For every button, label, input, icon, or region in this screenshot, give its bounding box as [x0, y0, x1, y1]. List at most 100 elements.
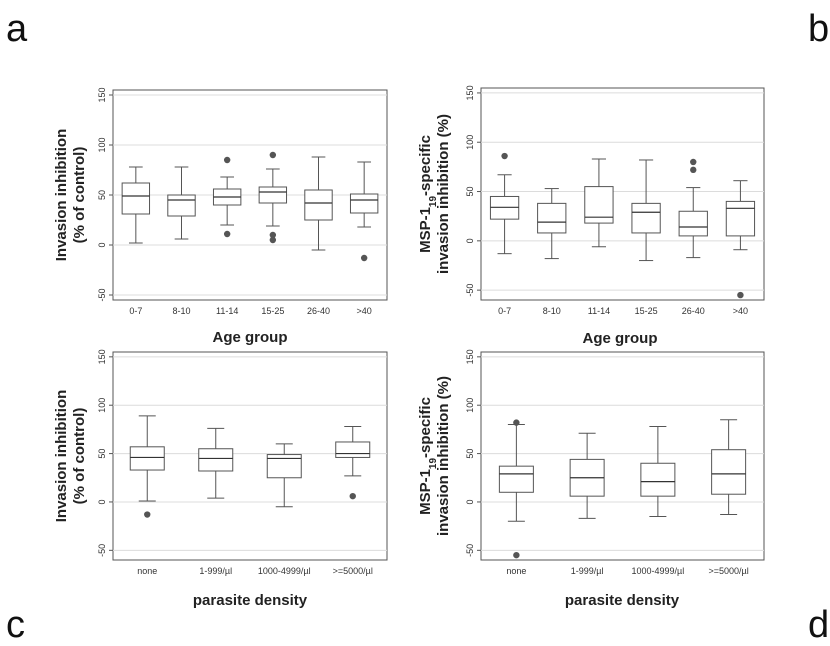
x-tick-label: 8-10 [172, 306, 190, 316]
x-tick-label: 11-14 [216, 306, 238, 316]
outlier-point [349, 492, 356, 500]
x-tick-label: >=5000/µl [333, 566, 373, 576]
x-tick-label: none [137, 566, 157, 576]
outlier-point [737, 291, 744, 299]
x-tick-label: >40 [733, 306, 748, 316]
iqr-box [266, 454, 302, 479]
outlier-point [501, 152, 508, 160]
chart-panel-d: -50 0 50 100 150 none 1-999/µl 1000-4999/µl >=50… [417, 349, 765, 609]
box-15-25 [631, 159, 661, 262]
outlier-point [223, 156, 231, 164]
box->=5000/µl [711, 419, 747, 516]
y-label-suffix: -specific [417, 135, 434, 196]
y-axis-label-line2: (% of control) [71, 408, 88, 505]
chart-panel-b: -50 0 50 100 150 0-7 8-10 11-14 15-25 26-40 >40 Age… [417, 85, 765, 347]
panel-letter-c: c [6, 604, 25, 646]
y-label-prefix: MSP-1 [417, 207, 434, 253]
y-axis-label: Invasion inhibition (% of control) [53, 390, 88, 523]
y-tick-label: 50 [465, 187, 475, 197]
x-tick-label: 26-40 [682, 306, 705, 316]
y-label-subscript: 19 [428, 458, 439, 470]
y-tick-label: 150 [97, 87, 107, 102]
y-label-suffix: -specific [417, 397, 434, 458]
outlier-point [223, 230, 231, 238]
panel-letter-a: a [6, 8, 28, 50]
y-tick-label: 150 [97, 349, 107, 364]
y-tick-label: 100 [97, 398, 107, 413]
iqr-box [121, 182, 151, 215]
outlier-point [269, 231, 277, 239]
y-tick-label: 100 [465, 135, 475, 150]
y-axis-label-line1: Invasion inhibition [53, 390, 70, 523]
y-axis-label-line1: MSP-119-specific [417, 135, 439, 253]
x-tick-label: 1-999/µl [571, 566, 604, 576]
y-tick-label: 50 [465, 449, 475, 459]
iqr-box [198, 448, 234, 472]
box-none [129, 415, 165, 518]
iqr-box [498, 465, 534, 493]
chart-panel-c: -50 0 50 100 150 none 1-999/µl 1000-4999/µl >=50… [53, 349, 388, 609]
box-26-40 [304, 156, 333, 251]
y-tick-label: 100 [465, 398, 475, 413]
panel-letter-d: d [808, 604, 830, 646]
outlier-point [269, 236, 277, 244]
y-axis-label-line2: (% of control) [71, 147, 88, 244]
y-tick-label: -50 [465, 284, 475, 297]
outlier-point [690, 166, 697, 174]
x-tick-label: 8-10 [543, 306, 561, 316]
x-tick-label: none [506, 566, 526, 576]
x-tick-label: 1000-4999/µl [632, 566, 685, 576]
x-axis-label: parasite density [193, 592, 308, 609]
box-11-14 [584, 158, 614, 248]
y-axis-label: MSP-119-specific invasion inhibition (%) [417, 114, 452, 274]
y-tick-label: -50 [97, 288, 107, 301]
outlier-point [690, 158, 697, 166]
x-tick-label: 15-25 [635, 306, 658, 316]
iqr-box [537, 202, 567, 234]
y-tick-label: 100 [97, 137, 107, 152]
y-label-prefix: MSP-1 [417, 469, 434, 515]
box-1-999/µl [198, 427, 234, 499]
y-tick-label: 150 [465, 85, 475, 100]
chart-panel-a: -50 0 50 100 150 0-7 8-10 11-14 15-25 26-40 >40 Age… [53, 87, 388, 346]
x-tick-label: 15-25 [261, 306, 284, 316]
iqr-box [725, 200, 756, 237]
panel-letter-b: b [808, 8, 830, 50]
box-0-7 [489, 152, 520, 255]
box-none [498, 419, 534, 559]
outlier-point [269, 151, 277, 159]
box-1000-4999/µl [266, 443, 302, 508]
y-axis-label-line2: invasion inhibition (%) [435, 114, 452, 274]
iqr-box [129, 446, 165, 471]
iqr-box [678, 210, 708, 237]
x-tick-label: 0-7 [498, 306, 511, 316]
y-axis-label: Invasion inhibition (% of control) [53, 129, 88, 262]
x-tick-label: 0-7 [129, 306, 142, 316]
x-tick-label: 1-999/µl [199, 566, 232, 576]
y-axis-label-line1: MSP-119-specific [417, 397, 439, 515]
box-1-999/µl [569, 432, 605, 519]
outlier-point [144, 511, 151, 518]
x-axis-label: parasite density [565, 592, 680, 609]
y-axis-label: MSP-119-specific invasion inhibition (%) [417, 376, 452, 536]
y-tick-label: -50 [465, 544, 475, 557]
outlier-point [513, 551, 520, 559]
iqr-box [304, 189, 333, 221]
y-tick-label: 0 [97, 499, 107, 504]
outlier-point [360, 254, 368, 262]
y-tick-label: 0 [97, 242, 107, 247]
box-1000-4999/µl [640, 425, 676, 517]
plot-area [480, 87, 765, 301]
x-tick-label: >40 [357, 306, 372, 316]
box-11-14 [212, 156, 242, 238]
iqr-box [631, 202, 661, 234]
y-label-subscript: 19 [428, 196, 439, 208]
iqr-box [167, 194, 196, 217]
y-tick-label: 50 [97, 449, 107, 459]
iqr-box [640, 462, 676, 497]
x-tick-label: 11-14 [588, 306, 610, 316]
y-tick-label: 0 [465, 499, 475, 504]
y-axis-label-line2: invasion inhibition (%) [435, 376, 452, 536]
x-axis-label: Age group [583, 330, 658, 347]
